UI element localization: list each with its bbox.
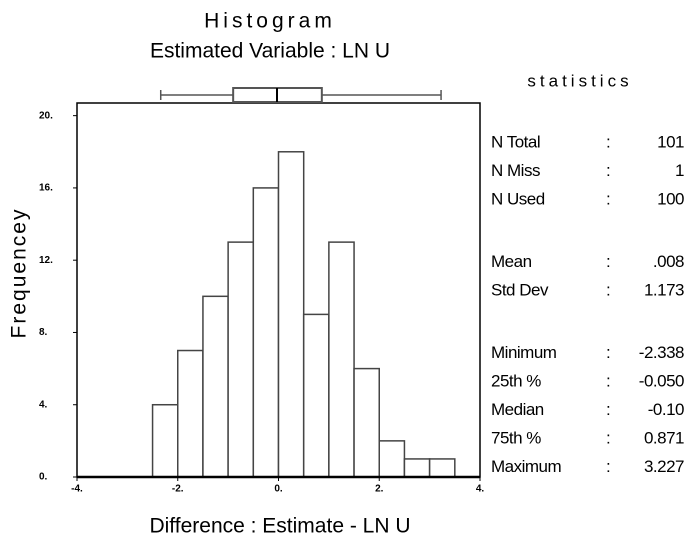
bar <box>328 241 355 478</box>
stat-label: Std Dev <box>491 280 549 299</box>
stat-value: 3.227 <box>644 457 684 476</box>
y-tick-label: 0. <box>39 472 48 483</box>
stat-label: N Used <box>491 189 545 208</box>
stat-separator: : <box>606 371 610 390</box>
bar <box>302 313 330 478</box>
stat-separator: : <box>606 280 610 299</box>
x-tick-label: 2. <box>375 484 384 495</box>
stat-label: 25th % <box>491 371 541 390</box>
bar <box>177 349 204 478</box>
stat-separator: : <box>606 252 610 271</box>
x-tick-label: 0. <box>274 484 283 495</box>
stat-value: .008 <box>653 252 684 271</box>
bar <box>151 403 179 478</box>
chart-title: Histogram <box>204 10 336 33</box>
x-axis-label: Difference : Estimate - LN U <box>149 515 410 538</box>
stat-label: 75th % <box>491 428 541 447</box>
stat-value: -0.10 <box>648 400 684 419</box>
bar <box>378 440 406 478</box>
stat-label: Median <box>491 400 544 419</box>
bar <box>403 458 431 478</box>
stat-separator: : <box>606 161 610 180</box>
stat-separator: : <box>606 428 610 447</box>
stat-separator: : <box>606 457 610 476</box>
stat-separator: : <box>606 132 610 151</box>
x-tick-label: -2. <box>172 484 184 495</box>
stat-label: N Total <box>491 132 540 151</box>
stat-label: N Miss <box>491 161 540 180</box>
y-axis-label: Frequencey <box>8 208 31 339</box>
bar <box>227 241 255 478</box>
bar <box>252 187 280 478</box>
y-tick-label: 20. <box>39 110 53 121</box>
bar <box>353 367 380 478</box>
stat-value: 0.871 <box>644 428 684 447</box>
stat-value: -2.338 <box>639 343 684 362</box>
stat-value: 1.173 <box>644 280 684 299</box>
stat-label: Maximum <box>491 457 562 476</box>
stat-value: 101 <box>657 132 684 151</box>
bar <box>277 151 305 478</box>
bar <box>202 295 229 478</box>
stat-separator: : <box>606 343 610 362</box>
stat-label: Mean <box>491 252 532 271</box>
stat-label: Minimum <box>491 343 557 362</box>
y-tick-label: 16. <box>39 183 53 194</box>
stat-value: 1 <box>675 161 684 180</box>
stat-value: -0.050 <box>639 371 684 390</box>
y-tick-label: 8. <box>39 327 48 338</box>
chart-subtitle: Estimated Variable : LN U <box>150 40 390 63</box>
x-tick-label: -4. <box>71 484 83 495</box>
y-tick-label: 4. <box>39 399 48 410</box>
stat-separator: : <box>606 189 610 208</box>
stats-title: statistics <box>527 71 632 90</box>
bar <box>428 458 456 478</box>
y-tick-label: 12. <box>39 255 53 266</box>
stat-separator: : <box>606 400 610 419</box>
x-tick-label: 4. <box>476 484 485 495</box>
stat-value: 100 <box>657 189 684 208</box>
